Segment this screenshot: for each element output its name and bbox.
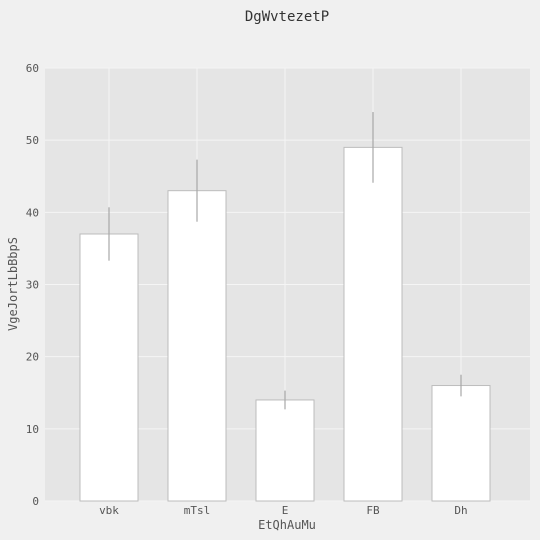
y-axis-ticks: 0 10 20 30 40 50 60 [26,62,39,508]
y-tick-label: 40 [26,206,39,219]
x-axis-label: EtQhAuMu [258,518,316,532]
y-tick-label: 20 [26,351,39,364]
x-tick-label: vbk [99,504,119,517]
x-tick-label: E [282,504,289,517]
bar-Dh [431,385,491,502]
bars [79,146,491,502]
bar-vbk [79,233,139,502]
chart-title: DgWvtezetP [245,9,329,25]
y-tick-label: 0 [32,495,39,508]
x-tick-label: Dh [454,504,467,517]
bar-E [255,399,315,502]
y-axis-label: VgeJortLbBbpS [6,237,20,331]
y-tick-label: 60 [26,62,39,75]
x-tick-label: mTsl [184,504,211,517]
x-tick-label: FB [366,504,380,517]
bar-mTsl [167,190,227,502]
bar-FB [343,146,403,502]
error-bars [108,112,462,410]
y-tick-label: 10 [26,423,39,436]
x-axis-ticks: vbk mTsl E FB Dh [99,504,468,517]
y-tick-label: 50 [26,134,39,147]
y-tick-label: 30 [26,279,39,292]
